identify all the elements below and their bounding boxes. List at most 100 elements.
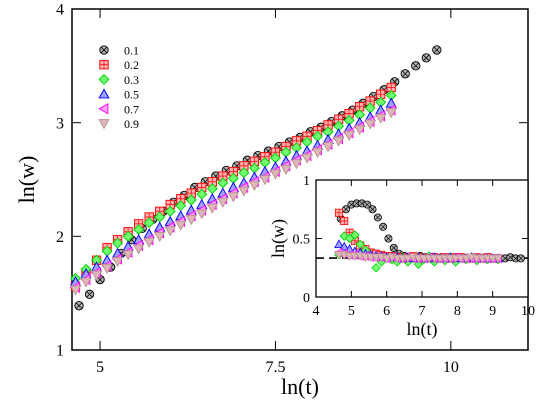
legend-label: 0.7 bbox=[124, 102, 139, 116]
main-plot-point bbox=[238, 186, 250, 197]
main-plot-x-tick-label: 7.5 bbox=[265, 359, 285, 376]
inset-plot-point bbox=[379, 222, 388, 231]
inset-plot-x-tick-label: 8 bbox=[454, 304, 461, 319]
main-plot-point bbox=[74, 301, 84, 311]
legend-item: 0.1 bbox=[99, 44, 139, 58]
main-plot-point bbox=[165, 199, 175, 210]
main-plot-point bbox=[280, 164, 292, 176]
legend-marker bbox=[99, 45, 109, 55]
main-plot-point bbox=[175, 220, 187, 231]
inset-plot-point bbox=[371, 263, 381, 273]
inset-plot-x-tick-label: 5 bbox=[348, 304, 355, 319]
main-plot-point bbox=[227, 192, 239, 203]
legend-label: 0.1 bbox=[124, 44, 139, 58]
main-plot-point bbox=[143, 237, 155, 248]
main-plot-point bbox=[354, 125, 366, 136]
inset-plot-point bbox=[493, 254, 503, 264]
main-plot-x-tick-label: 10 bbox=[443, 359, 459, 376]
main-plot-point bbox=[164, 226, 176, 237]
main-plot-point bbox=[84, 289, 95, 299]
legend-marker bbox=[98, 119, 110, 130]
legend-label: 0.5 bbox=[124, 88, 139, 102]
main-plot-point bbox=[421, 53, 431, 63]
main-plot-x-axis-label: ln(t) bbox=[281, 374, 319, 399]
main-plot-point bbox=[290, 159, 303, 170]
main-plot-y-axis-label: ln(w) bbox=[14, 156, 39, 204]
inset-plot-point bbox=[403, 254, 413, 264]
main-plot-point bbox=[122, 250, 134, 261]
legend-item: 0.2 bbox=[99, 58, 139, 72]
main-plot-point bbox=[364, 119, 376, 130]
main-plot-point bbox=[185, 214, 197, 226]
main-plot-point bbox=[322, 142, 334, 153]
main-plot-point bbox=[80, 277, 92, 288]
inset-plot-point bbox=[461, 254, 471, 264]
main-plot-x-tick-label: 5 bbox=[96, 359, 104, 376]
inset-plot-point bbox=[389, 243, 398, 252]
legend-marker bbox=[99, 60, 109, 70]
inset-plot-point bbox=[373, 213, 382, 222]
inset-plot-point bbox=[350, 230, 360, 240]
inset-plot-y-axis-label: ln(w) bbox=[268, 219, 289, 258]
inset-plot-point bbox=[363, 200, 372, 209]
inset-plot-x-tick-label: 6 bbox=[383, 304, 390, 319]
main-plot-y-tick-label: 4 bbox=[56, 2, 64, 19]
main-plot-point bbox=[248, 180, 261, 191]
main-plot-point bbox=[206, 203, 218, 214]
inset-plot-point bbox=[334, 208, 343, 217]
inset-plot-point bbox=[384, 234, 393, 243]
legend-label: 0.9 bbox=[124, 117, 139, 131]
main-plot-point bbox=[111, 257, 124, 268]
main-plot-series-0.9 bbox=[69, 108, 397, 296]
legend-label: 0.2 bbox=[124, 58, 139, 72]
main-plot-point bbox=[343, 130, 355, 141]
legend-marker bbox=[98, 88, 110, 99]
legend-marker bbox=[98, 73, 110, 85]
main-plot-point bbox=[154, 232, 166, 243]
legend-item: 0.7 bbox=[98, 102, 139, 116]
inset-plot-x-tick-label: 7 bbox=[419, 304, 426, 319]
main-plot-point bbox=[411, 61, 421, 71]
inset-plot: 4 5 6 7 8 9 10 0 0.5 1 ln(t) ln(w) bbox=[268, 174, 535, 340]
main-plot-y-tick-label: 2 bbox=[56, 229, 64, 246]
main-plot-point bbox=[311, 147, 324, 159]
main-plot-point bbox=[301, 153, 313, 164]
main-plot-y-tick-label: 1 bbox=[56, 343, 64, 360]
inset-plot-point bbox=[339, 231, 349, 241]
main-plot-point bbox=[385, 108, 397, 119]
inset-plot-y-tick-label: 0 bbox=[303, 291, 310, 306]
main-plot-y-tick-label: 3 bbox=[56, 115, 64, 132]
inset-plot-x-tick-label: 4 bbox=[313, 304, 320, 319]
main-plot-point bbox=[69, 285, 82, 296]
inset-plot-x-tick-label: 10 bbox=[521, 304, 535, 319]
main-plot-point bbox=[133, 244, 145, 255]
main-plot-point bbox=[259, 175, 271, 186]
legend: 0.10.20.30.50.70.9 bbox=[98, 44, 139, 131]
inset-plot-x-axis-label: ln(t) bbox=[407, 319, 438, 340]
inset-plot-point bbox=[516, 254, 525, 263]
inset-plot-point bbox=[368, 205, 377, 214]
legend-label: 0.3 bbox=[124, 73, 139, 87]
main-plot-point bbox=[269, 169, 282, 180]
inset-plot-point bbox=[334, 239, 344, 249]
main-plot-point bbox=[90, 270, 103, 281]
main-plot-point bbox=[143, 217, 155, 229]
main-plot-point bbox=[101, 263, 113, 274]
inset-plot-series-0.9 bbox=[334, 251, 503, 264]
legend-item: 0.3 bbox=[98, 73, 139, 87]
inset-plot-point bbox=[340, 216, 349, 225]
inset-plot-point bbox=[381, 254, 392, 264]
main-plot-point bbox=[332, 136, 345, 147]
main-plot-point bbox=[217, 197, 229, 209]
main-plot-point bbox=[375, 113, 387, 124]
inset-plot-x-tick-label: 9 bbox=[489, 304, 496, 319]
main-plot-point bbox=[432, 45, 442, 55]
inset-plot-y-tick-label: 0.5 bbox=[293, 232, 311, 247]
main-plot-point bbox=[400, 69, 410, 79]
main-plot-point bbox=[196, 209, 208, 220]
legend-item: 0.5 bbox=[98, 88, 139, 102]
legend-item: 0.9 bbox=[98, 117, 139, 131]
legend-marker bbox=[98, 103, 109, 115]
